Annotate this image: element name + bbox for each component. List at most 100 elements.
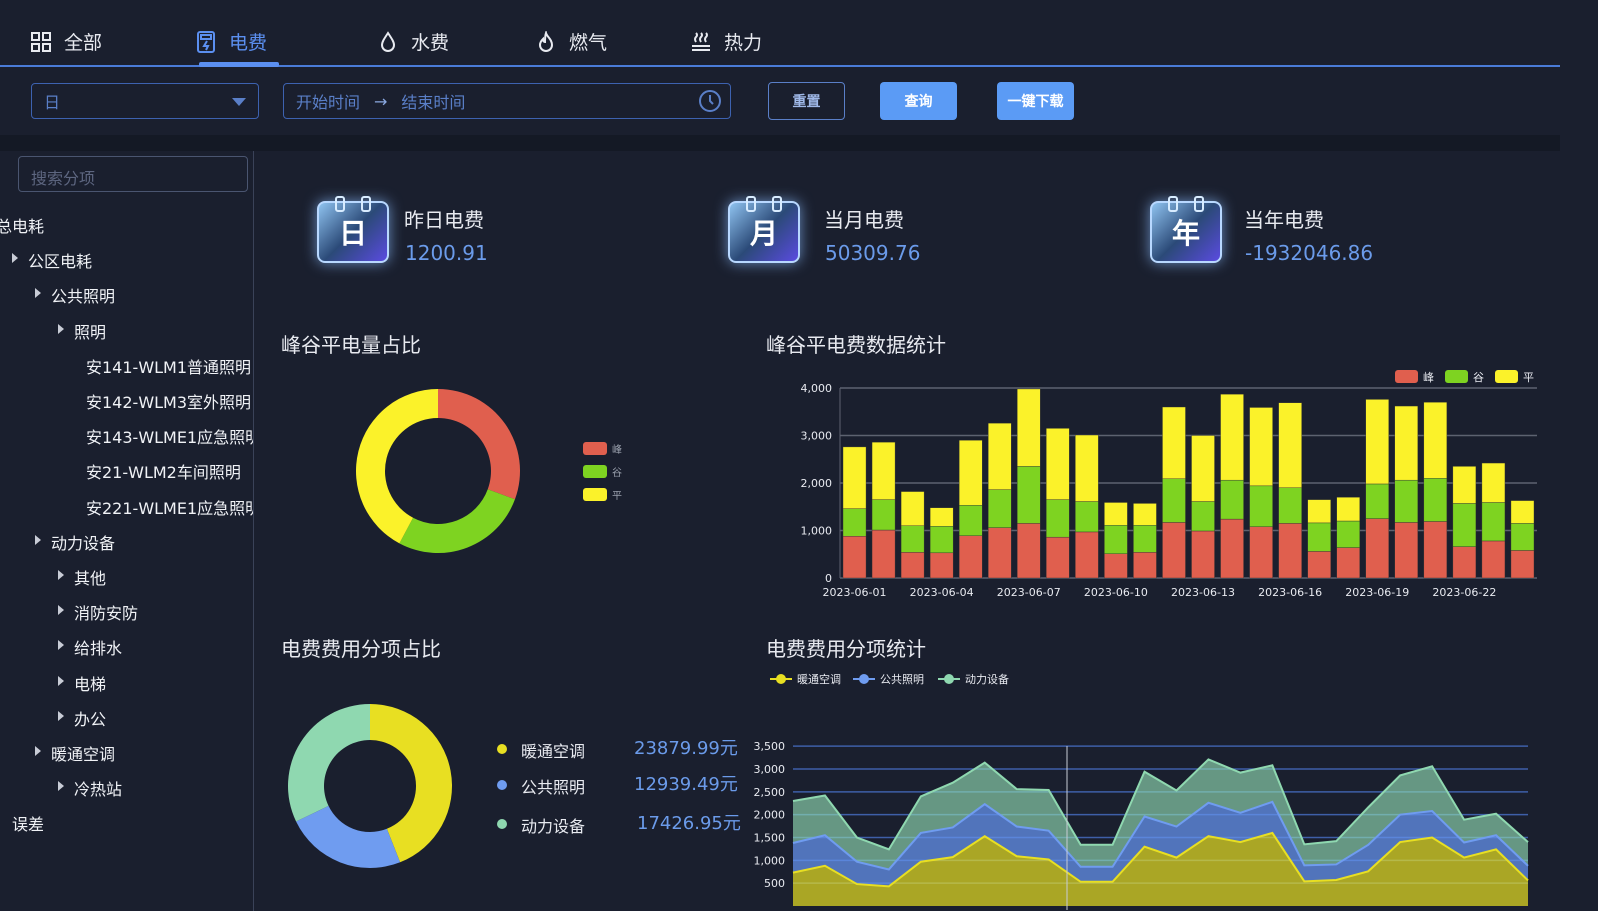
bar-segment (1075, 531, 1099, 579)
legend-dot (497, 780, 507, 790)
y-tick-label: 3,000 (801, 430, 833, 443)
end-time-input[interactable]: 结束时间 (401, 93, 466, 112)
category-tabs: 全部 电费 水费 燃气 热力 (0, 0, 1560, 67)
caret-right-icon[interactable] (58, 675, 64, 686)
tree-item[interactable]: 公区电耗 (28, 252, 93, 272)
tree-item[interactable]: 照明 (74, 322, 107, 342)
calendar-icon: 年 (1150, 196, 1222, 263)
section-title: 电费费用分项占比 (281, 637, 441, 661)
x-tick-label: 2023-06-07 (997, 586, 1061, 599)
caret-right-icon[interactable] (35, 534, 41, 545)
caret-right-icon[interactable] (35, 746, 41, 756)
legend-dot (776, 674, 786, 684)
bar-segment (1481, 502, 1506, 542)
caret-right-icon[interactable] (58, 781, 64, 792)
tab-gas[interactable]: 燃气 (535, 28, 607, 55)
bar-segment (1307, 499, 1331, 524)
clock-icon (699, 90, 721, 112)
bar-segment (1394, 405, 1419, 481)
period-select[interactable]: 日 (31, 83, 259, 119)
period-value: 日 (44, 93, 61, 112)
bar-segment (1481, 462, 1506, 503)
bar-segment (1220, 479, 1244, 520)
tree-item[interactable]: 消防安防 (74, 604, 139, 624)
bar-segment (1220, 393, 1244, 481)
legend-swatch (1395, 370, 1418, 383)
legend-value: 12939.49元 (634, 774, 738, 795)
legend-label: 暖通空调 (797, 672, 841, 686)
tree-item[interactable]: 总电耗 (0, 217, 45, 236)
download-all-button[interactable]: 一键下载 (997, 82, 1074, 120)
legend-dot (497, 744, 507, 754)
x-tick-label: 2023-06-01 (823, 586, 887, 599)
bar-segment (1278, 523, 1302, 579)
caret-right-icon[interactable] (58, 570, 64, 580)
legend-label: 公共照明 (880, 673, 924, 686)
pie-slice (438, 389, 520, 500)
bar-segment (1104, 553, 1128, 579)
bar-segment (1220, 518, 1244, 579)
tree-item[interactable]: 冷热站 (74, 780, 123, 800)
bar-segment (1191, 530, 1215, 579)
bar-segment (900, 552, 925, 579)
bar-segment (958, 505, 983, 536)
caret-right-icon[interactable] (58, 640, 64, 651)
reset-button[interactable]: 重置 (768, 82, 845, 120)
legend-label: 平 (612, 491, 622, 502)
caret-right-icon[interactable] (58, 710, 64, 721)
legend-swatch[interactable] (583, 488, 607, 501)
bar-segment (1162, 478, 1186, 523)
bar-segment (1046, 499, 1070, 538)
tab-water[interactable]: 水费 (377, 28, 449, 55)
bar-segment (1133, 503, 1157, 526)
bar-segment (1336, 520, 1360, 548)
y-tick-label: 3,000 (754, 763, 786, 776)
date-range-picker[interactable]: 开始时间 → 结束时间 (283, 83, 731, 119)
tab-electricity[interactable]: 电费 (195, 28, 267, 55)
tree-item[interactable]: 电梯 (74, 674, 107, 694)
query-button[interactable]: 查询 (880, 82, 957, 120)
search-input[interactable]: 搜索分项 (18, 156, 248, 192)
tree-item[interactable]: 安142-WLM3室外照明 (86, 393, 252, 412)
kpi-value: 1200.91 (405, 241, 488, 265)
legend-swatch[interactable] (583, 465, 607, 478)
calendar-icon-label: 日 (338, 217, 367, 250)
bar-segment (1278, 402, 1302, 488)
tree-item[interactable]: 安141-WLM1普通照明 (86, 357, 252, 377)
tree-item[interactable]: 安143-WLME1应急照明 (86, 428, 254, 448)
tree-item[interactable]: 安221-WLME1应急照明 (86, 498, 254, 518)
legend-swatch (1445, 370, 1468, 383)
range-arrow: → (374, 91, 388, 111)
bar-segment (1452, 546, 1477, 579)
calendar-icon: 月 (728, 196, 800, 263)
tree-item[interactable]: 给排水 (74, 639, 123, 659)
start-time-input[interactable]: 开始时间 (296, 93, 361, 112)
flame-icon (538, 30, 554, 52)
caret-right-icon[interactable] (58, 605, 64, 616)
area-series (793, 759, 1528, 870)
caret-right-icon[interactable] (12, 253, 18, 264)
bar-segment (1307, 522, 1331, 552)
bar-segment (929, 507, 954, 527)
tree-item[interactable]: 公共照明 (51, 287, 116, 307)
bar-segment (929, 526, 954, 554)
tree-item[interactable]: 办公 (74, 709, 107, 729)
tab-heat[interactable]: 热力 (690, 28, 762, 55)
x-tick-label: 2023-06-13 (1171, 586, 1235, 599)
tree-item[interactable]: 误差 (12, 815, 45, 835)
tree-item[interactable]: 安21-WLM2车间照明 (86, 463, 241, 483)
tree-item[interactable]: 动力设备 (51, 533, 116, 553)
x-tick-label: 2023-06-10 (1084, 586, 1148, 599)
caret-right-icon[interactable] (35, 288, 41, 299)
caret-right-icon[interactable] (58, 323, 64, 334)
calendar-icon-label: 年 (1171, 217, 1200, 250)
legend-swatch[interactable] (583, 442, 607, 455)
tree-item[interactable]: 暖通空调 (51, 745, 116, 764)
tab-label: 水费 (411, 32, 450, 54)
bar-segment (1336, 497, 1360, 522)
bar-segment (1104, 525, 1128, 554)
tab-all[interactable]: 全部 (30, 28, 102, 55)
tree-item[interactable]: 其他 (74, 569, 107, 588)
bar-segment (929, 552, 954, 579)
bar-segment (1249, 485, 1273, 527)
